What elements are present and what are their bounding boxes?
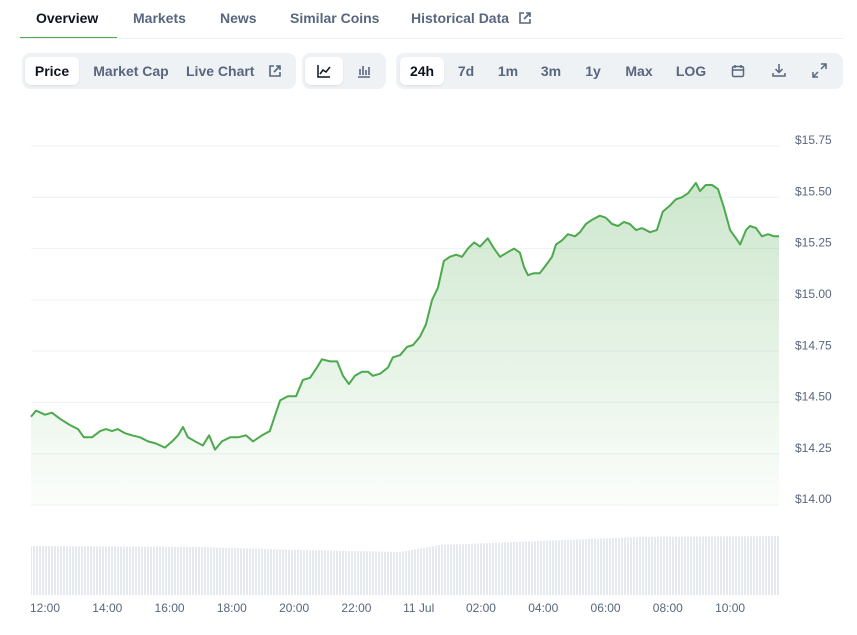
range-button[interactable]: Max [625,63,653,79]
calendar-icon[interactable] [731,64,745,78]
download-icon[interactable] [772,63,786,78]
tab[interactable]: Historical Data [411,10,510,26]
range-button[interactable]: 1y [585,63,601,79]
x-tick-label: 11 Jul [403,601,434,615]
x-tick-label: 04:00 [528,601,558,615]
y-tick-label: $14.00 [795,492,832,506]
candle-icon [358,66,370,78]
range-button[interactable]: LOG [675,63,707,79]
view-group: Price Market Cap Live Chart [22,53,296,89]
x-tick-label: 12:00 [30,601,60,615]
range-group: 24h 7d 1m 3m 1y Max LOG [396,53,843,89]
range-button[interactable]: 3m [540,63,562,79]
price-line [30,181,779,451]
y-tick-label: $15.00 [795,287,832,301]
x-tick-label: 02:00 [466,601,496,615]
x-tick-label: 20:00 [279,601,309,615]
view-button[interactable]: Market Cap [93,63,169,79]
x-tick-label: 10:00 [715,601,745,615]
y-tick-label: $15.25 [795,236,832,250]
external-icon [269,65,281,77]
tab[interactable]: Overview [36,10,99,26]
tab[interactable]: News [220,10,257,26]
chart-type-group [302,53,386,89]
fullscreen-icon[interactable] [812,63,827,78]
y-tick-label: $14.75 [795,338,832,352]
range-button[interactable]: 7d [457,63,475,79]
y-tick-label: $14.25 [795,441,832,455]
candle-chart-button[interactable] [345,57,383,85]
x-tick-label: 22:00 [341,601,371,615]
price-area [31,182,779,505]
range-button[interactable]: 1m [497,63,519,79]
x-tick-label: 16:00 [155,601,185,615]
line-chart-button[interactable] [305,57,343,85]
x-tick-label: 06:00 [591,601,621,615]
line-icon [317,65,331,78]
tab[interactable]: Markets [133,10,186,26]
external-icon [519,12,531,24]
y-tick-label: $14.50 [795,390,832,404]
y-tick-label: $15.75 [795,133,832,147]
volume-bars [31,536,779,595]
x-tick-label: 08:00 [653,601,683,615]
divider [20,38,843,39]
view-button[interactable]: Live Chart [186,63,255,79]
y-tick-label: $15.50 [795,184,832,198]
view-button[interactable]: Price [25,57,79,85]
tab[interactable]: Similar Coins [290,10,380,26]
x-tick-label: 18:00 [217,601,247,615]
range-button[interactable]: 24h [400,57,444,85]
x-tick-label: 14:00 [92,601,122,615]
chart: $14.00 $14.25 $14.50 $14.75 $15.00 $15.25 $15.… [30,133,832,615]
